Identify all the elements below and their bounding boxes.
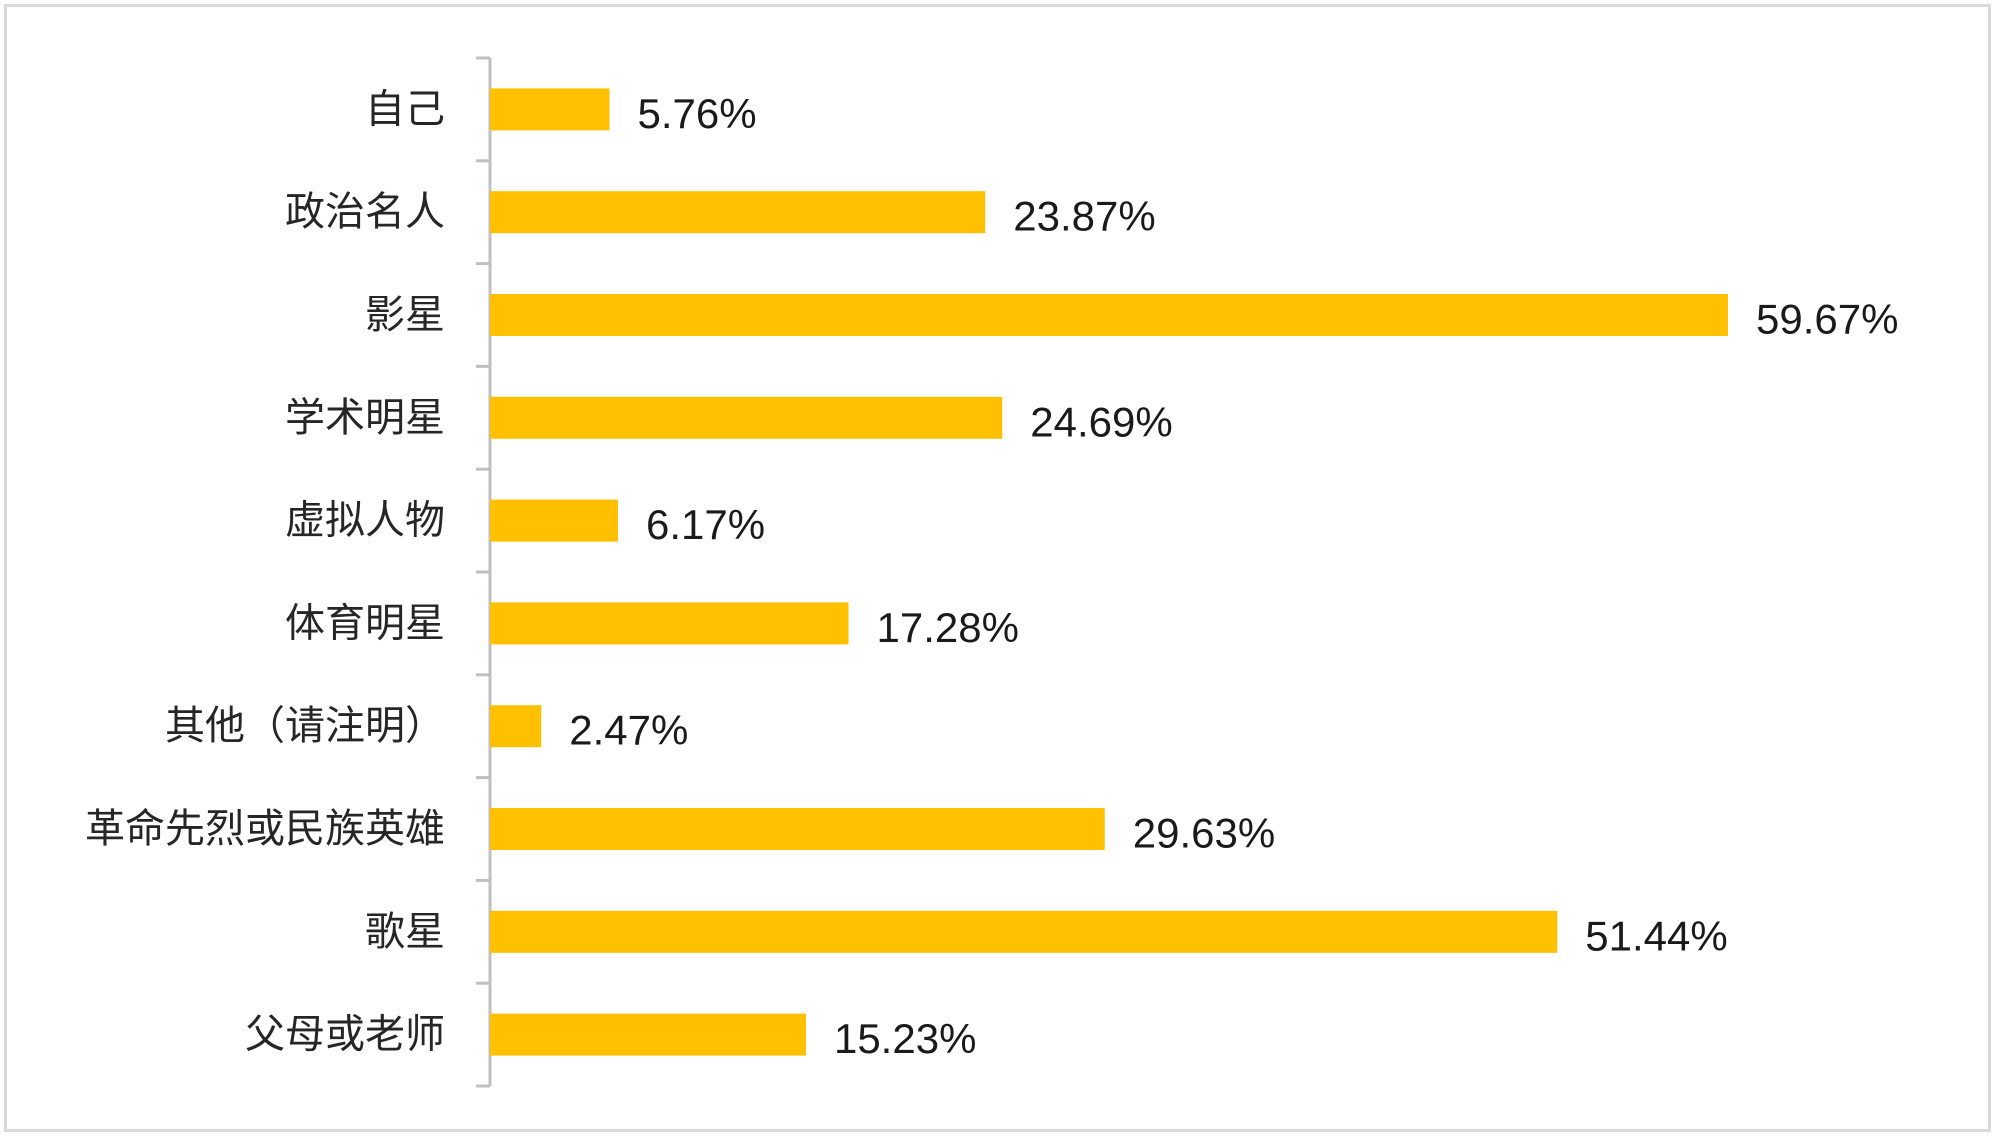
category-label: 影星 bbox=[365, 292, 445, 338]
category-label: 体育明星 bbox=[285, 600, 445, 646]
bar bbox=[490, 910, 1558, 953]
data-label: 59.67% bbox=[1756, 296, 1898, 343]
category-label: 学术明星 bbox=[285, 395, 445, 441]
data-label: 6.17% bbox=[646, 501, 765, 548]
category-axis bbox=[476, 56, 492, 1088]
category-label: 歌星 bbox=[365, 909, 445, 955]
bar bbox=[490, 294, 1728, 336]
category-label: 自己 bbox=[365, 86, 445, 132]
data-label: 51.44% bbox=[1585, 912, 1727, 959]
bar bbox=[490, 808, 1105, 850]
bar bbox=[490, 191, 986, 234]
category-label: 其他（请注明） bbox=[165, 703, 445, 749]
category-label: 虚拟人物 bbox=[285, 498, 445, 544]
data-label: 23.87% bbox=[1013, 193, 1155, 240]
data-label: 17.28% bbox=[877, 604, 1019, 651]
bar bbox=[490, 602, 849, 645]
labels: 自己 5.76% 政治名人 23.87% 影星 59.67% 学术明星 24.69% 虚拟人物 6… bbox=[85, 86, 1898, 1062]
category-label: 政治名人 bbox=[285, 189, 445, 235]
data-label: 2.47% bbox=[569, 707, 688, 754]
category-label: 父母或老师 bbox=[245, 1012, 445, 1058]
bar bbox=[490, 499, 619, 542]
bar bbox=[490, 88, 610, 131]
category-label: 革命先烈或民族英雄 bbox=[85, 806, 445, 852]
bars bbox=[490, 88, 1728, 1056]
bar bbox=[490, 396, 1003, 439]
data-label: 5.76% bbox=[638, 90, 757, 137]
data-label: 24.69% bbox=[1030, 398, 1172, 445]
data-label: 15.23% bbox=[834, 1015, 976, 1062]
bar bbox=[490, 705, 542, 748]
data-label: 29.63% bbox=[1133, 810, 1275, 857]
bar bbox=[490, 1013, 806, 1056]
